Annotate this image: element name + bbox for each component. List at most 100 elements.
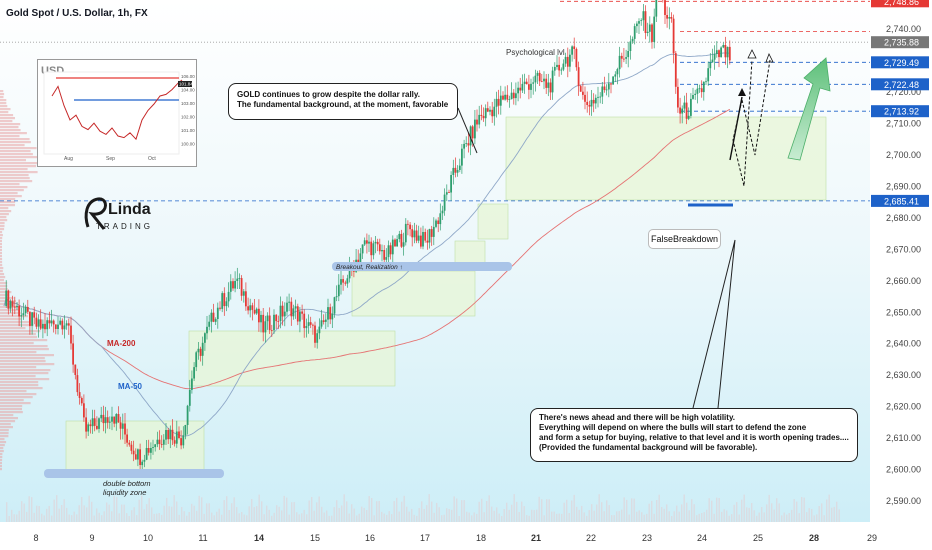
volume-bar bbox=[801, 497, 803, 522]
candle bbox=[696, 88, 699, 94]
candle bbox=[24, 307, 27, 314]
candle bbox=[98, 418, 100, 429]
volume-profile-bar bbox=[0, 117, 15, 120]
candle bbox=[381, 250, 383, 252]
candle bbox=[195, 352, 198, 368]
volume-bar bbox=[436, 502, 438, 522]
volume-bar bbox=[668, 511, 670, 522]
volume-bar bbox=[778, 503, 780, 522]
volume-bar bbox=[638, 510, 640, 522]
volume-bars bbox=[6, 494, 840, 522]
volume-bar bbox=[303, 509, 305, 522]
volume-bar bbox=[93, 515, 95, 522]
candle bbox=[450, 175, 452, 193]
volume-bar bbox=[88, 495, 90, 522]
candle bbox=[579, 86, 582, 92]
volume-profile-bar bbox=[0, 201, 16, 204]
volume-bar bbox=[188, 512, 190, 522]
note-bottom-pointer bbox=[692, 239, 736, 409]
volume-bar bbox=[743, 494, 745, 522]
candle bbox=[33, 312, 36, 318]
candle bbox=[692, 95, 694, 99]
volume-bar bbox=[283, 495, 285, 522]
volume-profile-bar bbox=[0, 399, 24, 402]
candle bbox=[108, 421, 111, 423]
candle bbox=[126, 434, 128, 443]
volume-bar bbox=[333, 507, 335, 522]
candle bbox=[74, 364, 77, 375]
volume-bar bbox=[458, 516, 460, 522]
volume-bar bbox=[448, 509, 450, 522]
volume-bar bbox=[596, 504, 598, 522]
volume-bar bbox=[676, 505, 678, 522]
candle bbox=[603, 86, 606, 90]
volume-bar bbox=[738, 514, 740, 522]
volume-bar bbox=[723, 509, 725, 522]
volume-profile-bar bbox=[0, 288, 8, 291]
volume-bar bbox=[471, 515, 473, 522]
volume-profile-bar bbox=[0, 231, 3, 234]
volume-bar bbox=[556, 513, 558, 522]
volume-bar bbox=[101, 515, 103, 522]
candle bbox=[262, 314, 265, 333]
volume-profile-bar bbox=[0, 111, 9, 114]
volume-bar bbox=[536, 509, 538, 522]
volume-bar bbox=[483, 512, 485, 522]
inset-y-tick: 100.00 bbox=[181, 142, 195, 147]
volume-profile-bar bbox=[0, 414, 14, 417]
candle bbox=[104, 417, 107, 424]
volume-bar bbox=[106, 502, 108, 522]
volume-bar bbox=[48, 505, 50, 522]
candle bbox=[63, 325, 66, 330]
volume-bar bbox=[186, 515, 188, 522]
volume-bar bbox=[416, 515, 418, 522]
volume-bar bbox=[111, 511, 113, 522]
volume-profile-bar bbox=[0, 411, 23, 414]
candle bbox=[445, 192, 448, 195]
candle bbox=[100, 414, 103, 419]
candle bbox=[119, 422, 122, 429]
volume-bar bbox=[758, 512, 760, 522]
candle bbox=[223, 293, 226, 307]
candle bbox=[489, 109, 491, 112]
volume-bar bbox=[591, 504, 593, 522]
candle bbox=[400, 233, 403, 247]
volume-bar bbox=[248, 506, 250, 522]
candle bbox=[448, 192, 450, 193]
candle bbox=[342, 279, 344, 283]
volume-bar bbox=[476, 513, 478, 522]
level-badge bbox=[871, 105, 929, 118]
volume-bar bbox=[413, 514, 415, 522]
volume-bar bbox=[418, 508, 420, 522]
volume-bar bbox=[408, 511, 410, 522]
volume-bar bbox=[486, 501, 488, 522]
volume-bar bbox=[456, 498, 458, 522]
candle bbox=[633, 26, 636, 39]
candle bbox=[165, 430, 167, 440]
candle bbox=[106, 417, 109, 423]
volume-profile-bar bbox=[0, 465, 2, 468]
inset-y-tick: 103.00 bbox=[181, 101, 195, 106]
x-tick-label: 8 bbox=[33, 533, 38, 543]
candle bbox=[236, 278, 239, 281]
volume-profile-bar bbox=[0, 141, 31, 144]
candle bbox=[111, 416, 113, 422]
x-tick-label: 16 bbox=[365, 533, 375, 543]
candle bbox=[87, 424, 90, 432]
volume-bar bbox=[11, 509, 13, 522]
volume-bar bbox=[561, 513, 563, 522]
volume-bar bbox=[268, 509, 270, 522]
volume-bar bbox=[91, 501, 93, 522]
volume-bar bbox=[751, 503, 753, 522]
candle bbox=[525, 81, 528, 85]
volume-bar bbox=[438, 507, 440, 522]
candle bbox=[31, 312, 33, 326]
note-bottom-line1: There's news ahead and there will be hig… bbox=[539, 413, 736, 422]
candle bbox=[590, 99, 593, 107]
volume-profile-bar bbox=[0, 174, 29, 177]
candle bbox=[456, 170, 459, 173]
volume-bar bbox=[823, 515, 825, 522]
candle bbox=[502, 95, 504, 100]
candle bbox=[132, 450, 135, 455]
volume-bar bbox=[191, 503, 193, 522]
